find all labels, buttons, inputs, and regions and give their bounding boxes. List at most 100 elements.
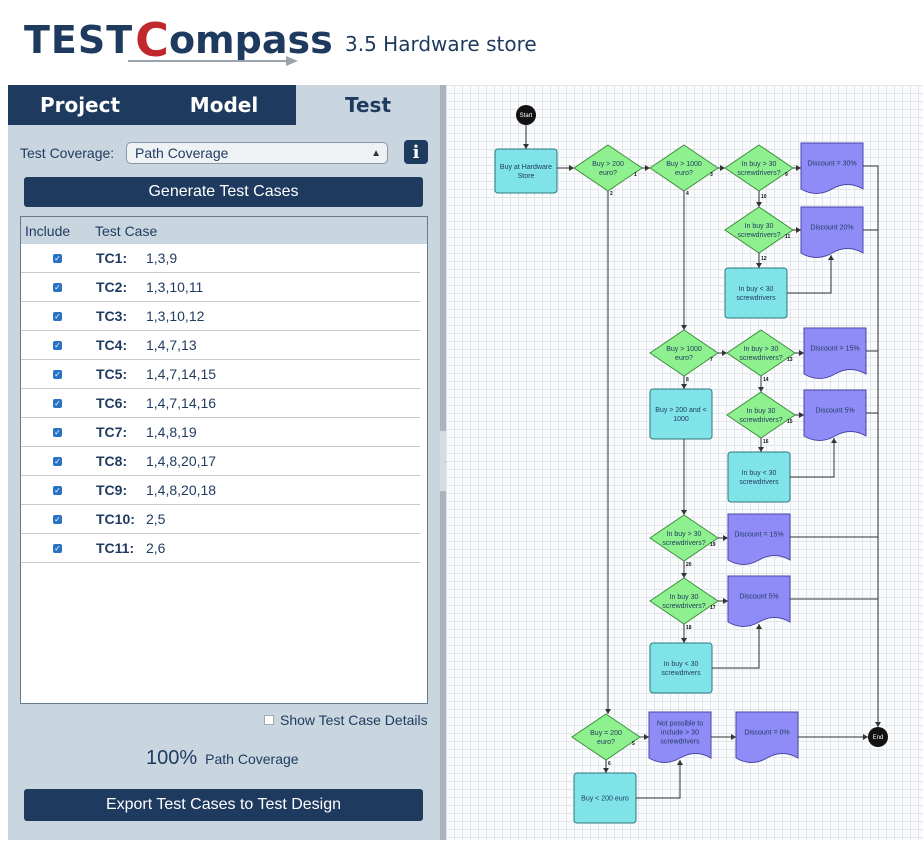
- document-discount-15-a-label: Discount = 15%: [810, 346, 859, 353]
- table-row: ✓ TC6: 1,4,7,14,16: [21, 389, 420, 418]
- edge-number: 18: [686, 625, 692, 631]
- arrowhead: [644, 734, 649, 740]
- table-row: ✓ TC1: 1,3,9: [21, 244, 420, 273]
- document-discount-5-a: [803, 389, 867, 441]
- decision-buy-over-1000-b-label: Buy > 1000 euro?: [666, 346, 702, 362]
- decision-buy-eq-200-label: Buy = 200 euro?: [590, 730, 622, 746]
- arrowhead: [758, 387, 764, 392]
- edge-number: 5: [632, 741, 635, 747]
- details-label: Show Test Case Details: [280, 712, 428, 728]
- include-checkbox[interactable]: ✓: [53, 311, 62, 321]
- decision-buy-eq-200: [571, 713, 641, 761]
- table-row: ✓ TC7: 1,4,8,19: [21, 418, 420, 447]
- header: TEST C ompass 3.5 Hardware store: [0, 0, 923, 85]
- process-lt30-a: [724, 267, 788, 319]
- decision-eq-30-a: [724, 206, 794, 254]
- tab-project[interactable]: Project: [39, 93, 121, 117]
- include-checkbox[interactable]: ✓: [53, 514, 62, 524]
- include-checkbox[interactable]: ✓: [53, 253, 62, 263]
- edge-number: 9: [785, 172, 788, 178]
- edge-number: 20: [686, 562, 692, 568]
- process-lt30-c-label: In buy < 30 screwdrivers: [661, 661, 701, 677]
- table-row: ✓ TC4: 1,4,7,13: [21, 331, 420, 360]
- test-case-name: TC8:: [96, 453, 128, 469]
- left-panel: Project Model Test Test Coverage: Path C…: [8, 85, 440, 840]
- edge-number: 17: [710, 605, 716, 611]
- table-header: Include Test Case: [21, 217, 427, 244]
- connector: [863, 165, 879, 727]
- table-row: ✓ TC8: 1,4,8,20,17: [21, 447, 420, 476]
- arrowhead: [756, 202, 762, 207]
- details-checkbox[interactable]: [264, 715, 274, 725]
- edge-number: 12: [761, 256, 767, 262]
- connector: [790, 438, 835, 478]
- coverage-result-label: Path Coverage: [205, 751, 299, 767]
- arrowhead: [828, 255, 834, 260]
- decision-eq-30-b-label: In buy 30 screwdrivers?: [739, 408, 782, 424]
- include-checkbox[interactable]: ✓: [53, 427, 62, 437]
- edge-number: 6: [608, 761, 611, 767]
- decision-buy-over-200-label: Buy > 200 euro?: [592, 161, 624, 177]
- test-case-path: 2,5: [146, 511, 166, 527]
- tab-test[interactable]: Test: [296, 85, 440, 125]
- test-case-path: 1,4,8,20,18: [146, 482, 217, 498]
- edge-number: 19: [710, 542, 716, 548]
- decision-eq-30-c: [649, 577, 719, 625]
- table-row: ✓ TC11: 2,6: [21, 534, 420, 563]
- arrowhead: [799, 350, 804, 356]
- flowchart: Buy at Hardware Store Buy > 200 euro? Buy > …: [494, 105, 888, 824]
- edge-number: 13: [787, 357, 793, 363]
- select-arrows-icon: ▲: [371, 147, 381, 159]
- generate-test-cases-button[interactable]: Generate Test Cases: [24, 177, 423, 207]
- export-test-cases-button[interactable]: Export Test Cases to Test Design: [24, 789, 423, 821]
- process-lt30-c: [649, 642, 713, 694]
- document-discount-5-b: [727, 575, 791, 627]
- include-checkbox[interactable]: ✓: [53, 543, 62, 553]
- arrowhead: [681, 510, 687, 515]
- header-include: Include: [25, 222, 71, 239]
- table-row: ✓ TC5: 1,4,7,14,15: [21, 360, 420, 389]
- include-checkbox[interactable]: ✓: [53, 282, 62, 292]
- decision-over-30-b: [726, 329, 796, 377]
- decision-over-30-b-label: In buy > 30 screwdrivers?: [739, 346, 782, 362]
- show-details-toggle[interactable]: Show Test Case Details: [264, 712, 428, 728]
- coverage-row: Test Coverage: Path Coverage ▲: [20, 140, 430, 166]
- test-case-table: Include Test Case ✓ TC1: 1,3,9 ✓ TC2: 1,3,10,…: [20, 216, 428, 704]
- model-canvas[interactable]: Buy at Hardware Store Buy > 200 euro? Buy > …: [446, 85, 923, 840]
- test-case-path: 1,4,8,20,17: [146, 453, 217, 469]
- testcompass-logo: TEST C ompass: [24, 10, 333, 70]
- edge-number: 14: [763, 377, 769, 383]
- arrowhead: [796, 165, 801, 171]
- end-node: [868, 727, 888, 747]
- coverage-select[interactable]: Path Coverage ▲: [126, 142, 388, 164]
- tab-model[interactable]: Model: [189, 93, 259, 117]
- decision-over-30-c-label: In buy > 30 screwdrivers?: [662, 531, 705, 547]
- info-button[interactable]: i: [404, 140, 428, 164]
- include-checkbox[interactable]: ✓: [53, 369, 62, 379]
- decision-eq-30-b: [726, 391, 796, 439]
- tab-bar: Project Model Test: [8, 85, 440, 125]
- document-discount-15-a: [803, 327, 867, 379]
- coverage-result: 100% Path Coverage: [146, 747, 299, 770]
- include-checkbox[interactable]: ✓: [53, 398, 62, 408]
- decision-buy-over-1000-b: [649, 329, 719, 377]
- coverage-percent: 100%: [146, 747, 198, 769]
- process-buy-hardware-label: Buy at Hardware Store: [500, 164, 552, 180]
- edge-number: 2: [610, 191, 613, 197]
- test-case-path: 1,4,7,13: [146, 337, 197, 353]
- decision-buy-over-200: [573, 144, 643, 192]
- document-discount-0-label: Discount = 0%: [744, 730, 789, 737]
- test-case-name: TC7:: [96, 424, 128, 440]
- include-checkbox[interactable]: ✓: [53, 485, 62, 495]
- process-lt200-label: Buy < 200 euro: [581, 796, 629, 803]
- include-checkbox[interactable]: ✓: [53, 340, 62, 350]
- arrowhead: [605, 709, 611, 714]
- decision-buy-over-1000-a: [649, 144, 719, 192]
- test-case-name: TC6:: [96, 395, 128, 411]
- include-checkbox[interactable]: ✓: [53, 456, 62, 466]
- decision-buy-over-1000-a-label: Buy > 1000 euro?: [666, 161, 702, 177]
- arrowhead: [723, 598, 728, 604]
- coverage-label: Test Coverage:: [20, 145, 115, 161]
- coverage-select-value: Path Coverage: [135, 145, 229, 161]
- edge-number: 8: [686, 377, 689, 383]
